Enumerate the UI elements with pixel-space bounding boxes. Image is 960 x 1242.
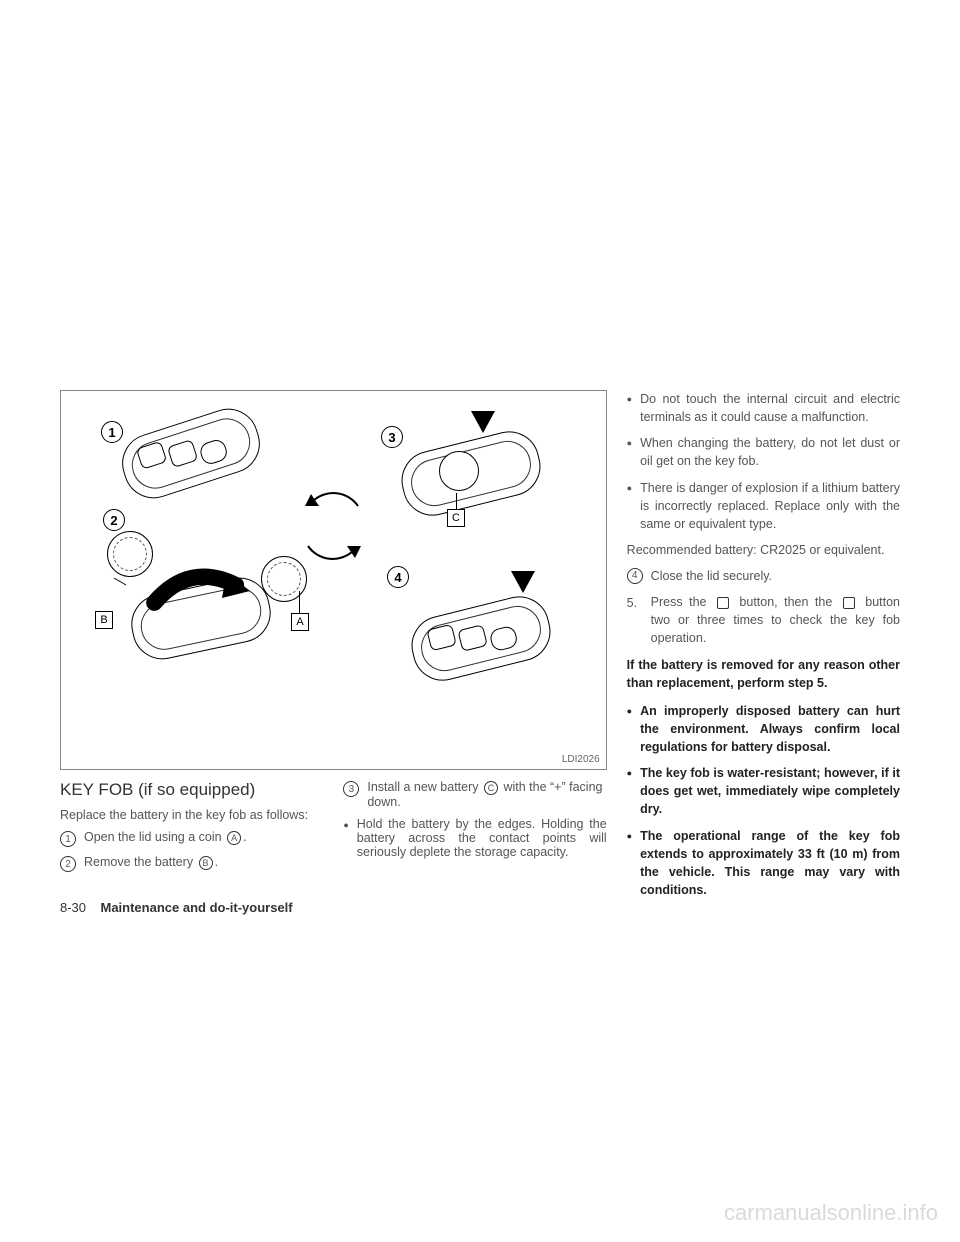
fob-panel4 — [405, 590, 557, 687]
label-C: C — [447, 509, 465, 527]
intro: Replace the battery in the key fob as fo… — [60, 808, 323, 822]
step3-text: Install a new battery — [367, 780, 482, 794]
col-left: KEY FOB (if so equipped) Replace the bat… — [60, 780, 323, 880]
r-bbul-2: The key fob is water-resistant; however,… — [627, 764, 900, 818]
below-figure-cols: KEY FOB (if so equipped) Replace the bat… — [60, 780, 607, 880]
step-2: 2 Remove the battery B. — [60, 855, 323, 872]
label-B: B — [95, 611, 113, 629]
pry-arrow — [141, 556, 261, 626]
label-A: A — [291, 613, 309, 631]
arrow-down-3 — [471, 411, 495, 433]
fob-panel1 — [114, 401, 267, 506]
ref-B: B — [199, 856, 213, 870]
page-number: 8-30 — [60, 900, 86, 915]
step-1: 1 Open the lid using a coin A. — [60, 830, 323, 847]
figure-code: LDI2026 — [562, 754, 600, 765]
watermark: carmanualsonline.info — [724, 1200, 938, 1226]
step-num-1: 1 — [60, 831, 76, 847]
page-footer: 8-30 Maintenance and do-it-yourself — [60, 900, 293, 915]
battery-circle — [439, 451, 479, 491]
label-3: 3 — [381, 426, 403, 448]
col-right: Do not touch the internal circuit and el… — [627, 390, 900, 932]
rotate-arrows — [293, 486, 373, 566]
step-num-5: 5. — [627, 594, 643, 612]
step-5: 5. Press the button, then the button two… — [627, 593, 900, 647]
label-2: 2 — [103, 509, 125, 531]
r-bullet-1: Do not touch the internal circuit and el… — [627, 390, 900, 426]
r-bbul-1: An improperly disposed battery can hurt … — [627, 702, 900, 756]
label-1: 1 — [101, 421, 123, 443]
r-bbul-3: The operational range of the key fob ext… — [627, 827, 900, 900]
bold-note: If the battery is removed for any reason… — [627, 656, 900, 692]
unlock-icon — [717, 597, 729, 609]
mid-bullet-1: Hold the battery by the edges. Holding t… — [343, 817, 606, 859]
step-num-2: 2 — [60, 856, 76, 872]
step4-text: Close the lid securely. — [651, 567, 772, 585]
ref-A: A — [227, 831, 241, 845]
step-num-4: 4 — [627, 568, 643, 584]
arrow-down-4 — [511, 571, 535, 593]
heading: KEY FOB (if so equipped) — [60, 780, 323, 800]
step-3: 3 Install a new battery C with the “+” f… — [343, 780, 606, 809]
key-fob-illustration: 1 2 A B — [60, 390, 607, 770]
label-4: 4 — [387, 566, 409, 588]
lock-icon — [843, 597, 855, 609]
step-4: 4 Close the lid securely. — [627, 567, 900, 585]
r-bullet-2: When changing the battery, do not let du… — [627, 434, 900, 470]
step-num-3: 3 — [343, 781, 359, 797]
ref-C: C — [484, 781, 498, 795]
recommended-battery: Recommended battery: CR2025 or equivalen… — [627, 541, 900, 559]
r-bullet-3: There is danger of explosion if a lithiu… — [627, 479, 900, 533]
step2-text: Remove the battery — [84, 855, 197, 869]
content-area: 1 2 A B — [60, 390, 900, 932]
left-block: 1 2 A B — [60, 390, 607, 932]
section-title: Maintenance and do-it-yourself — [100, 900, 292, 915]
step1-text: Open the lid using a coin — [84, 830, 225, 844]
col-mid: 3 Install a new battery C with the “+” f… — [343, 780, 606, 880]
